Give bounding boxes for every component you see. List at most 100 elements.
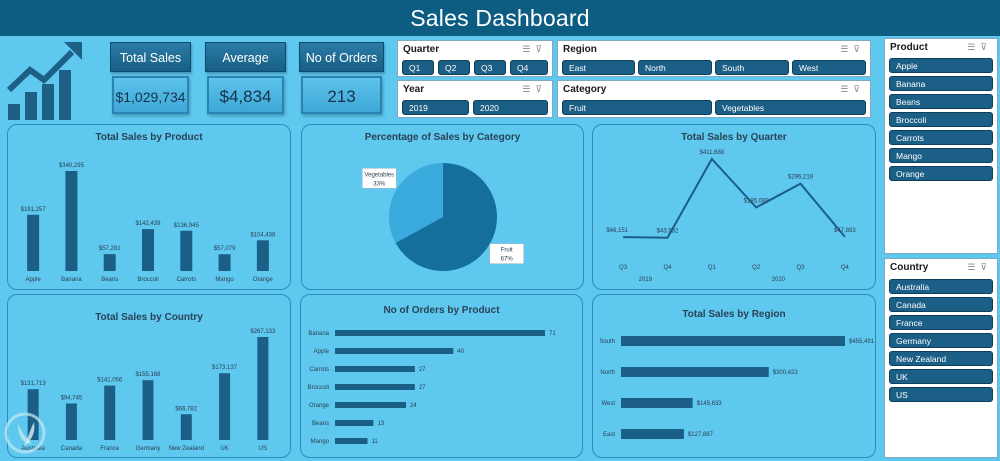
leaf-logo-icon xyxy=(4,412,46,454)
category-label: North xyxy=(600,370,615,376)
category-label: Q4 xyxy=(841,265,850,271)
slicer-item-france[interactable]: France xyxy=(889,315,993,330)
slicer-item-south[interactable]: South xyxy=(715,60,789,75)
category-slicer: Category ☰⊽ Fruit Vegetables xyxy=(557,80,871,118)
data-label: $411,688 xyxy=(700,150,725,156)
slicer-item-q4[interactable]: Q4 xyxy=(510,60,548,75)
group-label: 2020 xyxy=(772,277,786,283)
slicer-item-apple[interactable]: Apple xyxy=(889,58,993,73)
clear-filter-icon[interactable]: ⊽ xyxy=(535,84,547,94)
region-slicer: Region ☰⊽ East North South West xyxy=(557,40,871,77)
data-label: 71 xyxy=(549,331,556,337)
data-label: $136,945 xyxy=(174,223,200,229)
data-label: $191,257 xyxy=(21,207,47,213)
slicer-item-mango[interactable]: Mango xyxy=(889,148,993,163)
bar xyxy=(218,254,231,271)
clear-filter-icon[interactable]: ⊽ xyxy=(853,84,865,94)
bar xyxy=(335,330,545,336)
category-label: Carrots xyxy=(309,367,329,373)
data-label: $66,782 xyxy=(175,406,197,412)
data-label-box xyxy=(489,243,524,264)
data-label: $173,137 xyxy=(212,365,238,371)
multi-select-icon[interactable]: ☰ xyxy=(967,262,981,272)
slicer-item-banana[interactable]: Banana xyxy=(889,76,993,91)
pie-slice xyxy=(389,163,443,244)
slicer-item-2019[interactable]: 2019 xyxy=(402,100,469,115)
data-label: $340,295 xyxy=(59,163,85,169)
data-label: $141,056 xyxy=(97,378,123,384)
multi-select-icon[interactable]: ☰ xyxy=(522,44,536,54)
average-sales-label: Average Sales xyxy=(205,42,286,95)
bar xyxy=(104,385,116,440)
bar xyxy=(621,429,684,439)
chart-title: Total Sales by Product xyxy=(95,132,203,143)
data-label: $57,281 xyxy=(99,246,121,252)
bar xyxy=(103,254,116,271)
orders-by-product-chart: Banana 71 Apple 40 Carrots 27 Broccoli 27 Orange… xyxy=(308,330,556,445)
clear-filter-icon[interactable]: ⊽ xyxy=(853,44,865,54)
category-label: UK xyxy=(220,446,228,452)
slicer-item-us[interactable]: US xyxy=(889,387,993,402)
slicer-item-beans[interactable]: Beans xyxy=(889,94,993,109)
bar xyxy=(180,414,192,440)
year-slicer-title: Year xyxy=(403,84,425,95)
slicer-item-q1[interactable]: Q1 xyxy=(402,60,434,75)
data-label: $127,887 xyxy=(688,432,714,438)
multi-select-icon[interactable]: ☰ xyxy=(840,84,854,94)
slicer-item-west[interactable]: West xyxy=(792,60,866,75)
slicer-item-canada[interactable]: Canada xyxy=(889,297,993,312)
data-label-box xyxy=(362,168,397,189)
slicer-item-east[interactable]: East xyxy=(562,60,635,75)
chart-title: Total Sales by Quarter xyxy=(681,132,787,143)
slicer-item-2020[interactable]: 2020 xyxy=(473,100,548,115)
category-label: Carrots xyxy=(176,277,196,283)
slicer-item-carrots[interactable]: Carrots xyxy=(889,130,993,145)
slicer-item-uk[interactable]: UK xyxy=(889,369,993,384)
multi-select-icon[interactable]: ☰ xyxy=(967,42,981,52)
sales-by-category-chart: Vegetables 33% Fruit 67% xyxy=(362,163,524,271)
slicer-item-vegetables[interactable]: Vegetables xyxy=(715,100,866,115)
multi-select-icon[interactable]: ☰ xyxy=(522,84,536,94)
slicer-item-fruit[interactable]: Fruit xyxy=(562,100,712,115)
product-slicer-title: Product xyxy=(890,42,928,53)
clear-filter-icon[interactable]: ⊽ xyxy=(980,42,992,52)
data-label: $57,079 xyxy=(214,246,236,252)
slicer-item-q2[interactable]: Q2 xyxy=(438,60,470,75)
multi-select-icon[interactable]: ☰ xyxy=(840,44,854,54)
dashboard-title: Sales Dashboard xyxy=(0,0,1000,36)
category-label: Broccoli xyxy=(308,385,329,391)
slicer-item-q3[interactable]: Q3 xyxy=(474,60,506,75)
sales-by-country-chart: $131,713Australia$94,745Canada$141,056Fr… xyxy=(21,329,276,452)
slicer-item-australia[interactable]: Australia xyxy=(889,279,993,294)
slicer-item-new-zealand[interactable]: New Zealand xyxy=(889,351,993,366)
category-label: Q3 xyxy=(796,265,805,271)
category-label: Fruit xyxy=(501,248,513,254)
category-label: Banana xyxy=(308,331,329,337)
slicer-item-north[interactable]: North xyxy=(638,60,712,75)
bar xyxy=(142,229,154,271)
slicer-item-orange[interactable]: Orange xyxy=(889,166,993,181)
category-label: Q4 xyxy=(663,265,672,271)
bar xyxy=(142,380,154,440)
category-label: Apple xyxy=(25,277,41,283)
data-label: $142,439 xyxy=(135,221,161,227)
category-label: Vegetables xyxy=(364,172,394,178)
clear-filter-icon[interactable]: ⊽ xyxy=(535,44,547,54)
clear-filter-icon[interactable]: ⊽ xyxy=(980,262,992,272)
data-label: 27 xyxy=(419,367,426,373)
data-label: 67% xyxy=(501,257,514,263)
slicer-item-germany[interactable]: Germany xyxy=(889,333,993,348)
data-label: $131,713 xyxy=(21,381,47,387)
slicer-item-broccoli[interactable]: Broccoli xyxy=(889,112,993,127)
total-sales-value: $1,029,734 xyxy=(112,76,189,114)
product-slicer: Product ☰⊽ Apple Banana Beans Broccoli C… xyxy=(884,38,998,254)
data-label: 13 xyxy=(377,421,384,427)
bar xyxy=(335,420,374,426)
quarter-slicer-title: Quarter xyxy=(403,44,440,55)
category-label: Mango xyxy=(311,439,330,445)
orders-by-product-panel: No of Orders by Product Banana 71 Apple 40 C… xyxy=(300,294,583,458)
country-slicer: Country ☰⊽ Australia Canada France Germa… xyxy=(884,258,998,458)
category-label: Beans xyxy=(312,421,329,427)
category-label: US xyxy=(259,446,267,452)
pie-slice xyxy=(395,163,497,271)
